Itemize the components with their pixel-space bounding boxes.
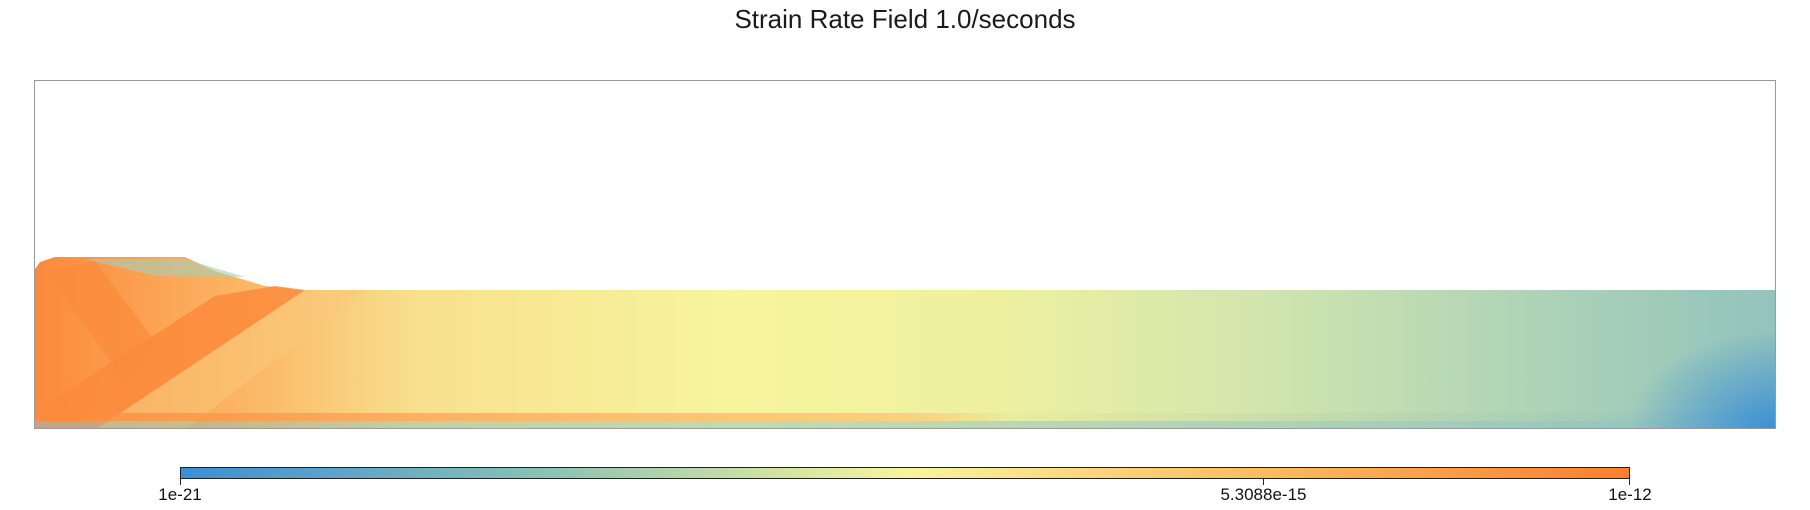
strain-rate-field <box>35 257 1775 428</box>
colorbar-tick <box>1629 479 1630 485</box>
colorbar-tick <box>1263 479 1265 485</box>
bottom-boundary-layer <box>35 413 1775 421</box>
shear-band <box>98 290 365 428</box>
colorbar <box>180 467 1630 479</box>
corner-low-rate <box>1627 330 1775 428</box>
colorbar-tick-label: 5.3088e-15 <box>1220 485 1307 504</box>
colorbar-tick-label: 1e-21 <box>158 485 202 504</box>
colorbar-tick <box>180 479 181 485</box>
shear-band <box>45 261 155 381</box>
shear-band <box>35 286 305 428</box>
field-body <box>35 257 1775 428</box>
colorbar-tick-label: 1e-12 <box>1608 485 1652 504</box>
chart-title: Strain Rate Field 1.0/seconds <box>734 4 1076 34</box>
plot-area <box>34 80 1776 429</box>
bottom-edge <box>35 421 1775 428</box>
left-boundary-band <box>35 263 47 428</box>
cool-patch <box>85 259 245 277</box>
